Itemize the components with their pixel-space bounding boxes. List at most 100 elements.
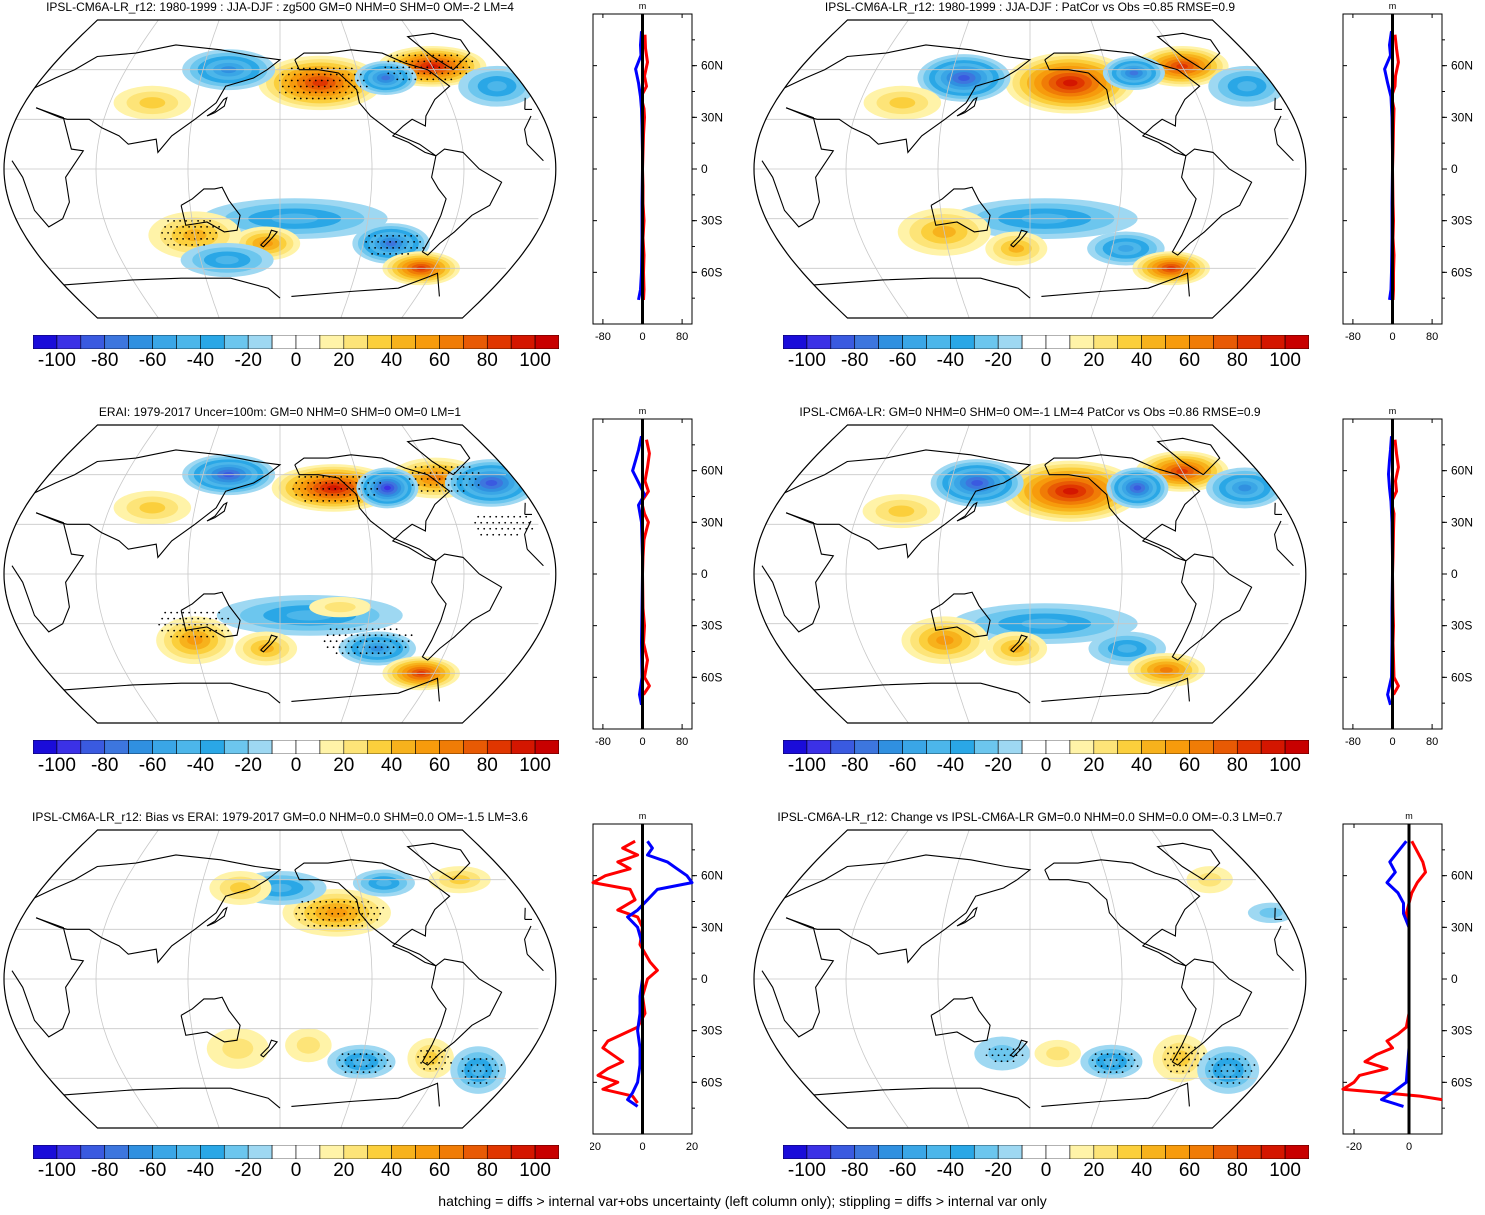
colorbar-tick-label: -80 xyxy=(840,755,869,776)
longitude-gridline xyxy=(1090,830,1123,1128)
colorbar-swatch xyxy=(1021,1144,1047,1160)
colorbar-tick-label: -100 xyxy=(37,755,76,776)
anomaly-contour xyxy=(1159,667,1173,673)
colorbar-swatch xyxy=(534,1144,560,1160)
colorbar-swatch xyxy=(973,739,999,755)
colorbar-swatch xyxy=(1260,334,1286,350)
colorbar-tick-label: 0 xyxy=(1040,350,1052,371)
coastline xyxy=(34,854,532,964)
coastline xyxy=(956,906,978,927)
colorbar-swatch xyxy=(1141,334,1166,350)
colorbar-swatch xyxy=(902,334,927,350)
anomaly-contour xyxy=(1063,79,1078,87)
coastline xyxy=(34,44,532,154)
colorbar-swatch xyxy=(1165,1144,1190,1160)
colorbar-tick-label: 60 xyxy=(1178,350,1201,371)
anomaly-contour xyxy=(1238,484,1252,492)
coastline xyxy=(206,906,228,927)
colorbar-swatch xyxy=(1117,334,1142,350)
coastline xyxy=(421,148,503,256)
coastline xyxy=(1171,553,1253,661)
colorbar-labels: -100 -80 -60 -40 -20 0 20 40 60 80 100 xyxy=(783,1160,1309,1182)
colorbar-swatch xyxy=(319,1144,345,1160)
zonal-y-tick-label: 30N xyxy=(1451,920,1473,934)
colorbar xyxy=(32,739,560,755)
colorbar-swatch xyxy=(854,739,879,755)
zonal-y-tick-label: 30N xyxy=(701,110,723,124)
anomaly-contour xyxy=(1133,485,1142,491)
coastline xyxy=(1044,49,1201,157)
coastline xyxy=(761,917,1294,1038)
zonal-y-tick-label: 30N xyxy=(701,920,723,934)
coastline xyxy=(294,454,451,562)
zonal-y-tick-label: 60S xyxy=(1451,670,1472,684)
colorbar-tick-label: -20 xyxy=(984,1160,1012,1181)
coastline xyxy=(421,958,503,1066)
coastline xyxy=(406,842,471,881)
longitude-gridline xyxy=(401,425,465,723)
colorbar-tick-label: 80 xyxy=(1226,1160,1248,1181)
coastline xyxy=(406,437,471,476)
anomaly-contour xyxy=(889,97,916,109)
colorbar-swatch xyxy=(439,334,464,350)
colorbar-tick-label: -80 xyxy=(840,1160,869,1181)
colorbar-swatch xyxy=(152,1144,177,1160)
longitude-gridline xyxy=(340,830,373,1128)
colorbar-swatch xyxy=(997,334,1023,350)
colorbar-swatch xyxy=(56,1144,82,1160)
colorbar-swatch xyxy=(806,334,832,350)
colorbar-swatch xyxy=(391,334,416,350)
colorbar-swatch xyxy=(367,1144,392,1160)
coastline xyxy=(1171,148,1253,256)
longitude-gridline xyxy=(95,830,159,1128)
colorbar-swatch xyxy=(926,1144,951,1160)
colorbar-swatch xyxy=(176,1144,201,1160)
zonal-y-tick-label: 60N xyxy=(1451,59,1473,73)
coastline xyxy=(260,1039,279,1058)
colorbar-swatch xyxy=(176,334,201,350)
anomaly-contour xyxy=(139,502,166,514)
coastline xyxy=(1010,634,1029,653)
longitude-gridline xyxy=(187,425,220,723)
colorbar-swatch xyxy=(463,1144,488,1160)
longitude-gridline xyxy=(340,20,373,318)
coastline xyxy=(11,917,544,1038)
colorbar-tick-label: 20 xyxy=(1083,350,1105,371)
colorbar-swatch xyxy=(80,334,106,350)
colorbar-swatch xyxy=(782,1144,808,1160)
colorbar-swatch xyxy=(176,739,201,755)
colorbar-tick-label: 40 xyxy=(1131,755,1153,776)
colorbar-tick-label: 20 xyxy=(333,350,355,371)
coastline xyxy=(206,501,228,522)
anomaly-contour xyxy=(139,97,166,109)
longitude-gridline xyxy=(401,20,465,318)
colorbar-swatch xyxy=(128,739,153,755)
colorbar-tick-label: -40 xyxy=(936,1160,965,1181)
colorbar-swatch xyxy=(1069,739,1095,755)
panel-model-patcor: IPSL-CM6A-LR_r12: 1980-1999 : JJA-DJF : … xyxy=(750,0,1485,405)
colorbar-swatch xyxy=(1260,1144,1286,1160)
colorbar-swatch xyxy=(32,1144,58,1160)
colorbar-labels: -100 -80 -60 -40 -20 0 20 40 60 80 100 xyxy=(33,1160,559,1182)
coastline xyxy=(180,591,241,638)
zonal-x-tick-label: 0 xyxy=(639,331,645,343)
zonal-y-tick-label: 30S xyxy=(1451,214,1472,228)
anomaly-contour xyxy=(326,485,341,491)
colorbar-swatch xyxy=(439,739,464,755)
footnote: hatching = diffs > internal var+obs unce… xyxy=(438,1193,1047,1209)
colorbar-tick-label: -40 xyxy=(936,755,965,776)
anomaly-contour xyxy=(381,75,391,81)
colorbar-swatch xyxy=(223,334,249,350)
zonal-mean-plot: 60N 30N 0 30S 60S -80 0 80 m xyxy=(1342,406,1473,748)
colorbar-swatch xyxy=(997,739,1023,755)
colorbar-swatch xyxy=(463,334,488,350)
zonal-y-tick-label: 0 xyxy=(1451,567,1458,581)
colorbar-tick-label: 20 xyxy=(1083,755,1105,776)
colorbar-swatch xyxy=(534,334,560,350)
colorbar-tick-label: 60 xyxy=(428,350,451,371)
longitude-gridline xyxy=(845,425,909,723)
colorbar-swatch xyxy=(902,739,927,755)
colorbar-tick-label: 60 xyxy=(1178,1160,1201,1181)
longitude-gridline xyxy=(937,20,970,318)
zonal-x-tick-label: -80 xyxy=(595,331,611,343)
